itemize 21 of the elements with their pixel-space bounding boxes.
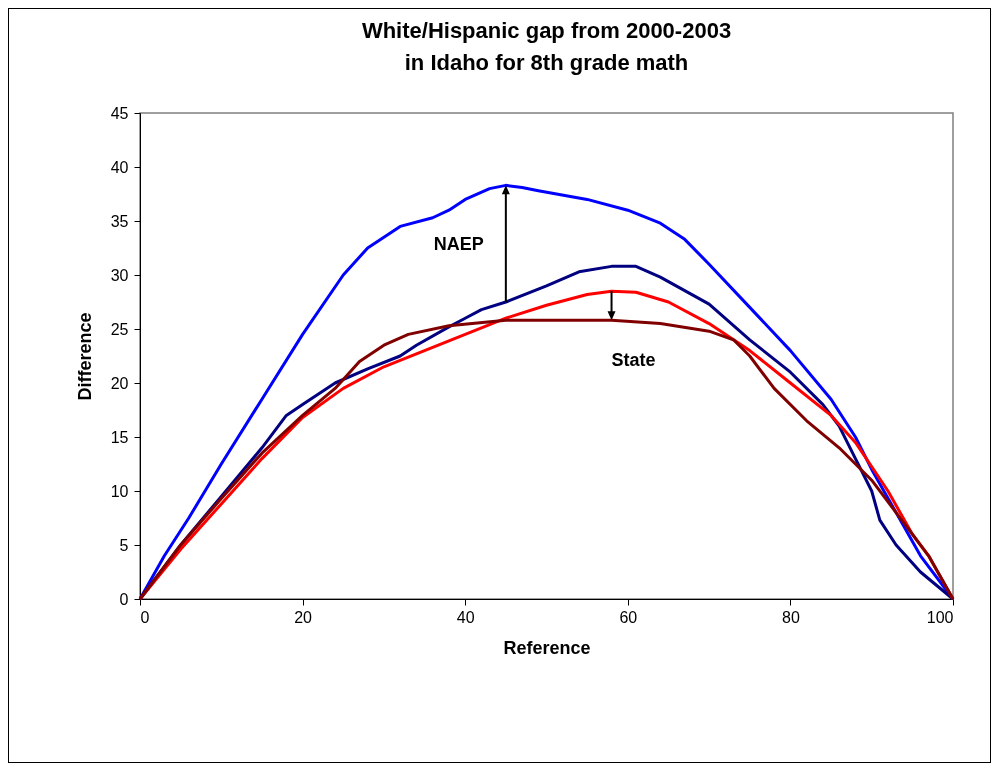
annotation: State — [611, 350, 656, 371]
y-tick-label: 20 — [110, 374, 129, 392]
y-tick-label: 15 — [110, 428, 129, 446]
y-tick-label: 40 — [110, 158, 129, 176]
y-axis-title: Difference — [74, 312, 95, 401]
chart-title: White/Hispanic gap from 2000-2003 in Idaho for 8th grade math — [361, 18, 732, 75]
y-tick-label: 25 — [110, 320, 129, 338]
x-tick-label: 60 — [619, 608, 638, 626]
x-axis-title: Reference — [503, 637, 591, 658]
x-tick-label: 0 — [140, 608, 150, 626]
y-tick-label: 35 — [110, 212, 129, 230]
x-tick-label: 20 — [294, 608, 313, 626]
x-tick-label: 100 — [926, 608, 954, 626]
annotation: NAEP — [433, 233, 484, 254]
y-tick-label: 10 — [110, 482, 129, 500]
y-tick-label: 45 — [110, 104, 129, 122]
y-tick-label: 0 — [119, 590, 129, 608]
y-tick-label: 5 — [119, 536, 129, 554]
y-tick-label: 30 — [110, 266, 129, 284]
x-tick-label: 80 — [782, 608, 800, 626]
x-tick-label: 40 — [456, 608, 475, 626]
